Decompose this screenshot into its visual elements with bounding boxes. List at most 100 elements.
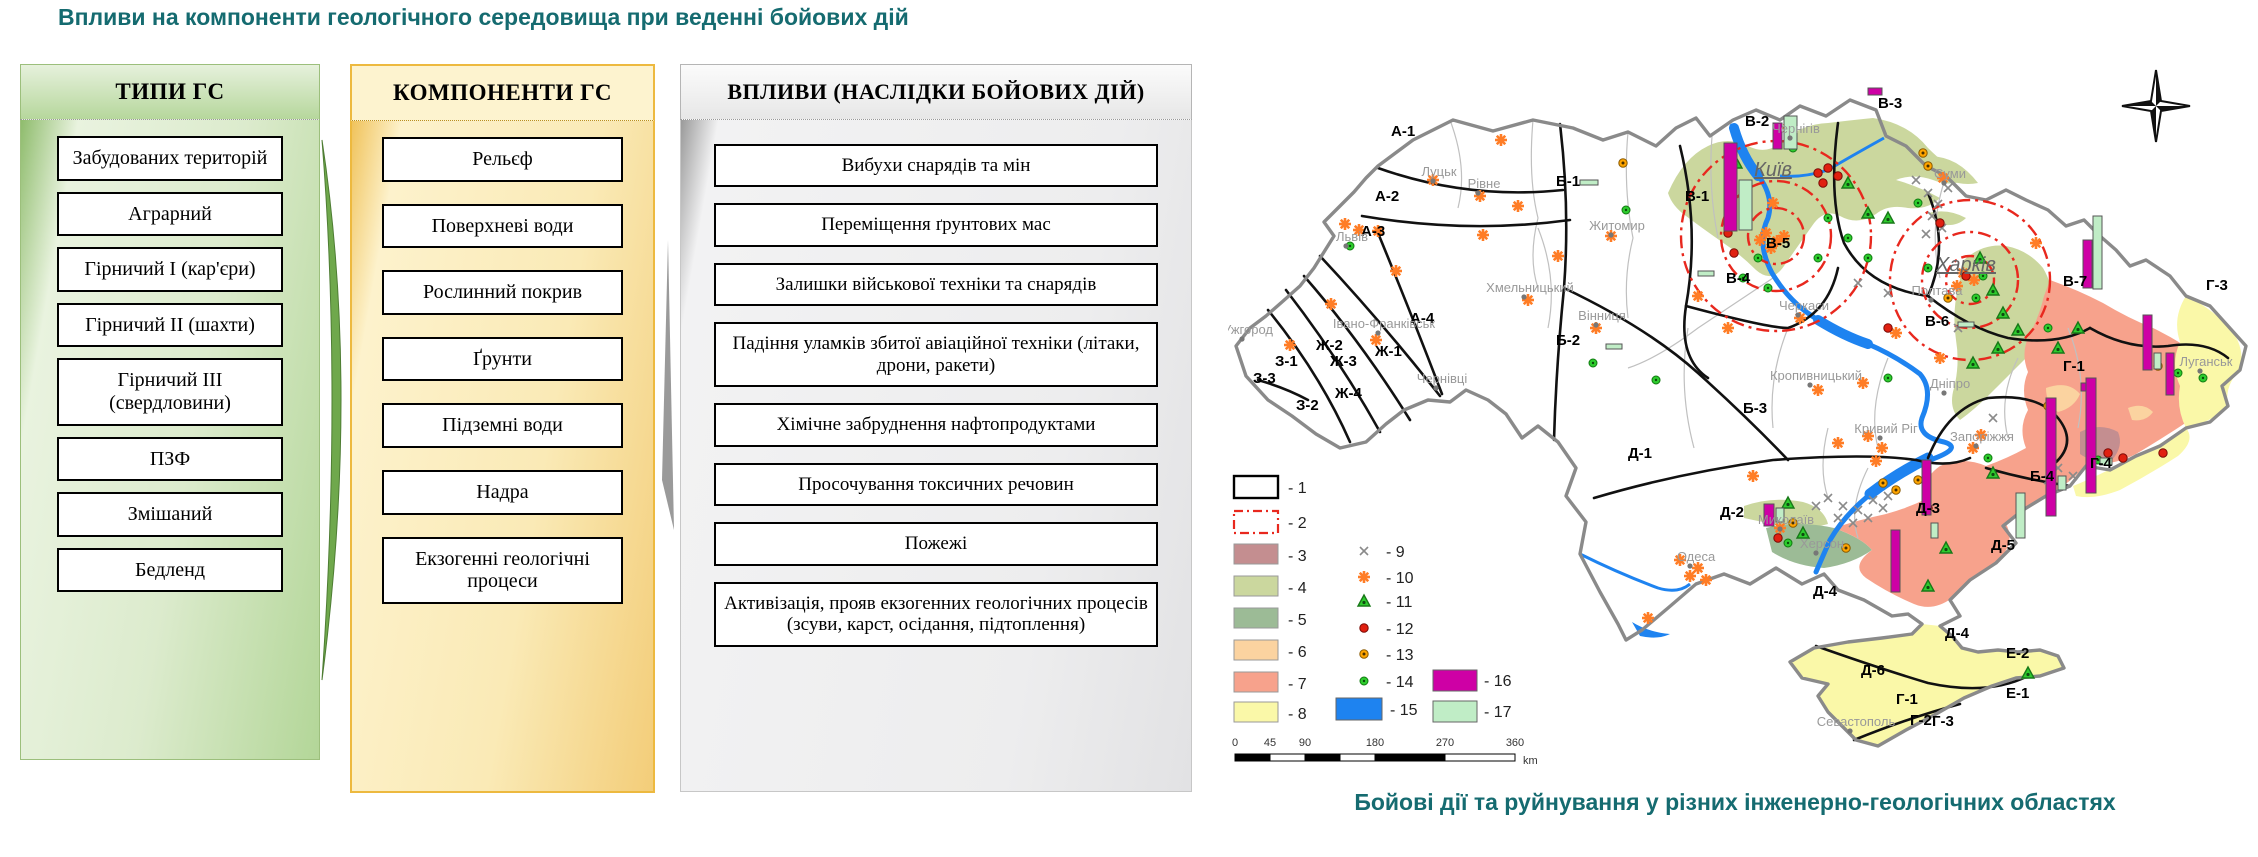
city-label: Луганськ [2179,354,2232,369]
legend-label: - 1 [1288,480,1307,497]
city-label: Суми [1934,166,1966,181]
flow-item-components-2: Поверхневі води [382,203,623,249]
flow-item-impacts-6: Просочування токсичних речовин [714,462,1158,507]
gray-arrow-shape [662,240,674,530]
flowchart-header-components: КОМПОНЕНТИ ГС [350,64,655,121]
region-label-Е-2: Е-2 [2006,645,2029,662]
scale-tick-label: 45 [1264,737,1276,749]
city-label: Хмельницький [1486,280,1574,295]
region-label-Д-4: Д-4 [1813,583,1838,600]
legend-label: - 13 [1386,647,1414,664]
region-label-А-2: А-2 [1375,188,1399,205]
flowchart-body-types: Забудованих територій Аграрний Гірничий I … [20,120,320,760]
city-label: Рівне [1468,176,1501,191]
region-label-З-1: З-1 [1275,353,1298,370]
flowchart-header-types: ТИПИ ГС [20,64,320,120]
legend-label: - 10 [1386,570,1414,587]
region-label-В-7: В-7 [2063,273,2087,290]
region-label-Ж-1: Ж-1 [1374,343,1402,360]
region-label-Г-4: Г-4 [2090,455,2112,472]
flow-item-impacts-7: Пожежі [714,522,1158,566]
scale-tick-label: 180 [1366,737,1384,749]
city-label: Івано-Франківськ [1333,316,1435,331]
flowchart-body-components: Рельєф Поверхневі води Рослинний покрив Ґру… [350,121,655,793]
region-label-Б-4: Б-4 [2030,468,2055,485]
flow-item-types-8: Бедленд [56,547,284,593]
map-legend: - 1 - 2 - 3 - 4 - 5 - 6 - 7 - 8 - 9 - 10 - 11 - 12 -… [1232,474,1512,723]
geo-region-boundaries [1256,121,2230,742]
city-label: Харків [1935,254,1996,276]
city-label: Дніпро [1930,376,1970,391]
region-label-Г-1: Г-1 [2063,358,2085,375]
flow-item-types-4: Гірничий II (шахти) [56,302,284,348]
region-label-Г-2: Г-2 [1910,712,1932,729]
legend-label: - 14 [1386,674,1414,691]
legend-label: - 16 [1484,673,1512,690]
flow-item-components-7: Екзогенні геологічні процеси [382,536,623,604]
ukraine-map: А-1 А-2 А-3 А-4 Б-1 Б-2 Б-3 Б-4 В-1 В-2 В-3 В-4 В-5 В… [1228,69,2248,767]
city-label: Черкаси [1779,298,1829,313]
flow-item-impacts-4: Падіння уламків збитої авіаційної технік… [714,322,1158,388]
city-label: Луцьк [1421,164,1456,179]
city-label: Львів [1336,229,1368,244]
city-label: Одеса [1677,549,1716,564]
region-label-З-2: З-2 [1296,397,1319,414]
flow-item-impacts-3: Залишки військової техніки та снарядів [714,262,1158,307]
region-label-Д-5: Д-5 [1991,537,2015,554]
city-label: Вінниця [1578,308,1626,323]
flow-item-types-3: Гірничий I (кар'єри) [56,247,284,292]
map-caption: Бойові дії та руйнування у різних інжене… [1354,789,2116,815]
legend-label: - 6 [1288,644,1307,661]
region-label-Ж-4: Ж-4 [1334,385,1363,402]
city-labels: Луцьк Рівне Львів Ужгород Івано-Франківськ Че… [1228,121,2233,734]
flow-item-components-1: Рельєф [382,137,623,182]
flow-item-impacts-1: Вибухи снарядів та мін [714,144,1158,188]
region-label-Д-3: Д-3 [1916,500,1940,517]
legend-label: - 3 [1288,548,1307,565]
shelling-asterisk-markers [1284,122,2042,624]
city-label: Кропивницький [1770,368,1862,383]
city-label: Полтава [1912,283,1964,298]
red-dot-markers [1723,163,2168,543]
green-dot-markers [1345,143,2208,548]
flowchart-column-types: ТИПИ ГС Забудованих територій Аграрний Гір… [20,64,320,760]
region-label-Д-2: Д-2 [1720,504,1744,521]
flow-item-types-1: Забудованих територій [56,136,284,181]
flow-item-impacts-5: Хімічне забруднення нафтопродуктами [714,403,1158,447]
legend-label: - 12 [1386,621,1414,638]
region-label-В-3: В-3 [1878,95,1902,112]
region-label-Ж-3: Ж-3 [1329,353,1357,370]
flow-item-components-4: Ґрунти [382,336,623,382]
page-title: Впливи на компоненти геологічного середо… [58,4,909,30]
region-label-В-4: В-4 [1726,270,1751,287]
region-labels: А-1 А-2 А-3 А-4 Б-1 Б-2 Б-3 Б-4 В-1 В-2 В-3 В-4 В-5 В… [1253,95,2228,730]
scale-tick-label: 90 [1299,737,1311,749]
region-label-А-1: А-1 [1391,123,1415,140]
legend-label: - 7 [1288,676,1307,693]
region-label-Г-3: Г-3 [1932,713,1954,730]
legend-label: - 8 [1288,706,1307,723]
flow-item-types-6: ПЗФ [56,436,284,482]
region-label-В-6: В-6 [1925,313,1949,330]
region-label-В-1: В-1 [1685,188,1709,205]
city-label: Київ [1754,159,1792,181]
flow-item-impacts-8: Активізація, прояв екзогенних геологічни… [714,581,1158,647]
flow-item-types-7: Змішаний [56,492,284,537]
region-label-Г-1: Г-1 [1896,691,1918,708]
legend-label: - 5 [1288,612,1307,629]
flowchart-column-components: КОМПОНЕНТИ ГС Рельєф Поверхневі води Росли… [350,64,655,793]
region-label-В-2: В-2 [1745,113,1769,130]
triangle-markers [1728,155,2086,679]
city-label: Чернівці [1417,371,1468,386]
region-label-А-3: А-3 [1361,223,1385,240]
north-arrow [2121,69,2191,143]
city-label: Херсон [1800,536,1844,551]
city-label: Кривий Ріг [1854,421,1918,436]
city-label: Ужгород [1228,322,1273,337]
region-label-В-5: В-5 [1766,235,1790,252]
legend-label: - 15 [1390,702,1418,719]
damage-bars [1579,87,2175,593]
region-label-Б-2: Б-2 [1556,332,1580,349]
flowchart-header-impacts: ВПЛИВИ (НАСЛІДКИ БОЙОВИХ ДІЙ) [680,64,1192,120]
